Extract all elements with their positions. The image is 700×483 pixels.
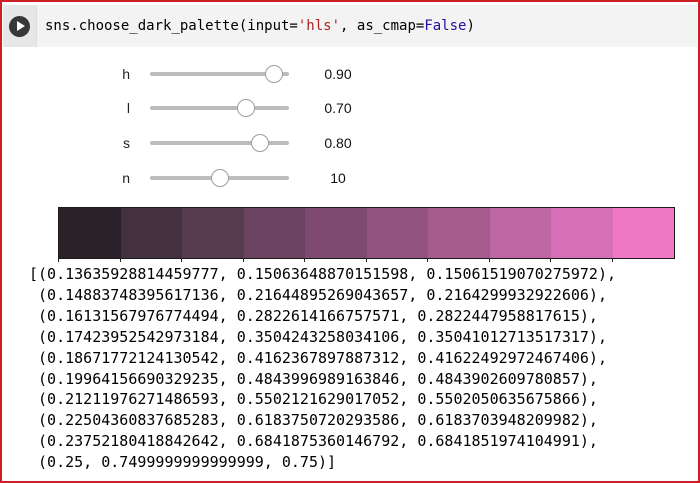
output-text: [(0.13635928814459777, 0.150636488701515… (29, 265, 616, 472)
slider-row-l: l 0.70 (2, 98, 698, 118)
code-plain: sns.choose_dark_palette(input= (45, 18, 298, 34)
code-cell: sns.choose_dark_palette(input='hls', as_… (3, 5, 697, 47)
axis-tick (427, 258, 428, 262)
palette-swatch (243, 208, 305, 258)
code-plain: ) (466, 18, 475, 34)
palette-swatch (182, 208, 244, 258)
slider-value-h: 0.90 (324, 66, 352, 82)
palette-swatch (59, 208, 121, 258)
slider-handle[interactable] (250, 134, 269, 152)
slider-handle[interactable] (236, 99, 255, 117)
slider-label-h: h (122, 66, 130, 82)
palette-swatch (428, 208, 490, 258)
palette-swatch (305, 208, 367, 258)
palette-swatch (366, 208, 428, 258)
cell-prompt (3, 5, 37, 47)
slider-label-s: s (123, 135, 130, 151)
slider-handle[interactable] (210, 169, 229, 187)
slider-label-n: n (122, 170, 130, 186)
code-line: sns.choose_dark_palette(input='hls', as_… (37, 5, 475, 47)
slider-handle[interactable] (264, 65, 283, 83)
slider-label-l: l (126, 100, 130, 116)
play-icon (16, 21, 25, 31)
palette-swatch (489, 208, 551, 258)
axis-tick (58, 258, 59, 262)
slider-row-n: n 10 (2, 168, 698, 188)
axis-tick (181, 258, 182, 262)
palette-swatches (58, 207, 675, 259)
slider-row-s: s 0.80 (2, 133, 698, 153)
axis-tick (550, 258, 551, 262)
axis-tick (304, 258, 305, 262)
slider-value-l: 0.70 (324, 100, 352, 116)
code-atom-false: False (424, 18, 467, 34)
palette-swatch (612, 208, 674, 258)
slider-row-h: h 0.90 (2, 64, 698, 84)
run-cell-button[interactable] (9, 15, 30, 37)
palette-swatch (551, 208, 613, 258)
code-string-literal: 'hls' (297, 18, 341, 34)
axis-tick (365, 258, 367, 262)
code-plain: , as_cmap= (340, 18, 425, 34)
slider-value-s: 0.80 (324, 135, 352, 151)
palette-axis-ticks (58, 258, 673, 263)
slider-track-h[interactable] (150, 65, 289, 83)
slider-track-l[interactable] (150, 99, 289, 117)
axis-tick (119, 258, 121, 262)
palette-swatch (120, 208, 182, 258)
axis-tick (488, 258, 490, 262)
slider-value-n: 10 (330, 170, 346, 186)
axis-tick (611, 258, 613, 262)
axis-tick (242, 258, 244, 262)
slider-track-s[interactable] (150, 134, 289, 152)
slider-track-n[interactable] (150, 169, 289, 187)
